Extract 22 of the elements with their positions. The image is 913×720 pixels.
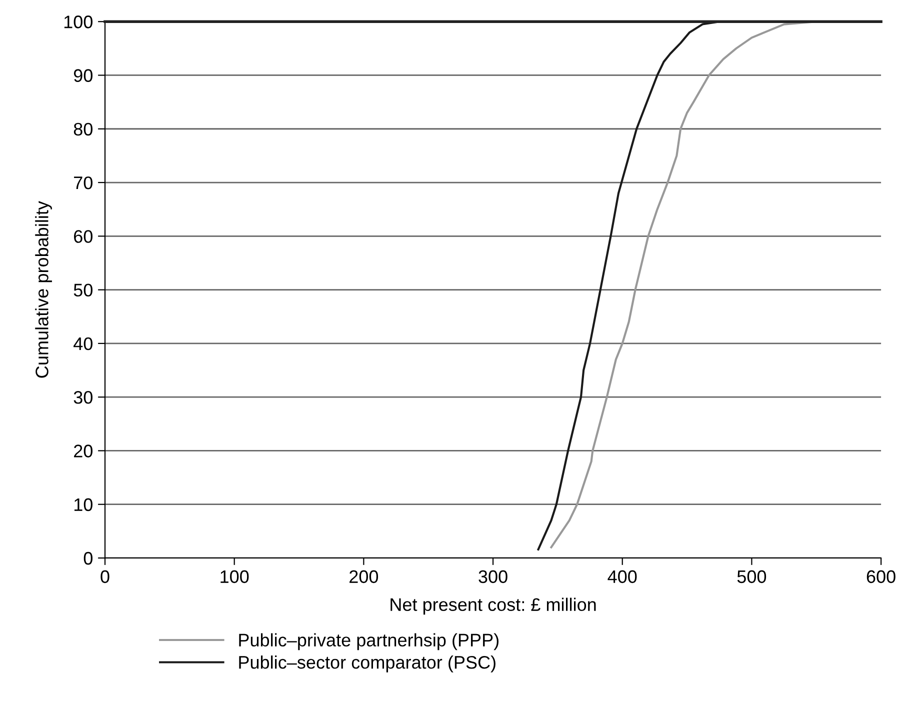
y-tick-label: 0 xyxy=(84,552,92,565)
legend-label: Public–sector comparator (PSC) xyxy=(239,656,496,672)
y-tick-label: 50 xyxy=(74,284,92,297)
y-tick-label: 70 xyxy=(74,176,92,190)
y-tick-label: 80 xyxy=(74,122,92,136)
y-tick-label: 60 xyxy=(74,230,92,243)
x-tick-label: 100 xyxy=(220,570,249,584)
legend-label: Public–private partnerhsip (PPP) xyxy=(239,633,498,650)
y-tick-label: 20 xyxy=(74,444,92,458)
x-tick-label: 0 xyxy=(100,570,110,584)
y-tick-label: 40 xyxy=(74,337,92,350)
y-axis-title: Cumulative probability xyxy=(35,201,52,378)
y-tick-label: 30 xyxy=(74,391,92,404)
x-tick-label: 200 xyxy=(350,570,378,584)
x-tick-label: 400 xyxy=(608,570,637,584)
x-tick-label: 300 xyxy=(478,570,508,584)
y-tick-label: 10 xyxy=(74,498,92,512)
x-tick-label: 600 xyxy=(866,570,896,584)
x-tick-label: 500 xyxy=(737,570,766,584)
x-axis-title: Net present cost: £ million xyxy=(390,598,596,615)
y-tick-label: 90 xyxy=(74,69,92,82)
y-tick-label: 100 xyxy=(64,16,92,28)
